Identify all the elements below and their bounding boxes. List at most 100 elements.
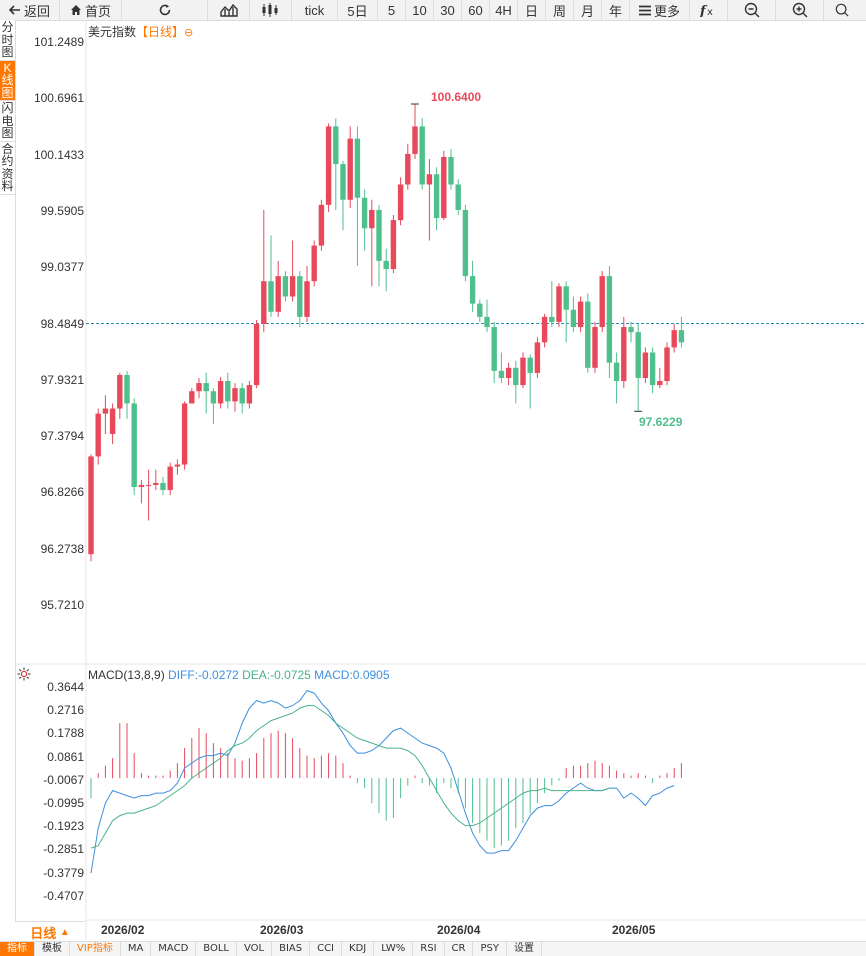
indicator-tab[interactable]: BOLL (196, 942, 237, 956)
indicator-tab[interactable]: MACD (151, 942, 197, 956)
candle-body (275, 276, 281, 312)
price-tick-label: 99.5905 (40, 203, 84, 218)
period-5day[interactable]: 5日 (338, 0, 378, 20)
candle-body (412, 126, 418, 154)
macd-diff-line (90, 690, 675, 874)
candle-body (556, 286, 562, 322)
candle-body (145, 484, 152, 486)
chart-title: 美元指数【日线】⊖ (88, 23, 193, 40)
high-marker-label: 100.6400 (431, 90, 482, 104)
back-button[interactable]: 返回 (0, 0, 60, 20)
back-arrow-icon (8, 5, 20, 15)
candle-body (513, 367, 519, 386)
candle-body (462, 209, 469, 277)
price-tick-label: 96.8266 (40, 485, 84, 500)
period-dropdown-label: 日线 (30, 925, 57, 941)
macd-tick-label: 0.1788 (47, 726, 84, 741)
x-label-mar: 2026/03 (260, 923, 304, 937)
macd-tick-label: -0.4707 (43, 888, 84, 903)
indicator-tab[interactable]: RSI (413, 942, 445, 956)
candle-body (189, 391, 195, 404)
period-month[interactable]: 月 (574, 0, 602, 20)
candle-body (138, 484, 145, 487)
candle-body (282, 276, 289, 297)
more-button[interactable]: 更多 (630, 0, 690, 20)
candle-body (232, 388, 238, 402)
sidebar-item-flash[interactable]: 闪电图 (0, 101, 15, 142)
refresh-button[interactable] (122, 0, 208, 20)
candle-body (426, 174, 433, 185)
home-icon (70, 5, 81, 15)
candle-body (563, 286, 569, 310)
zoom-out-button[interactable] (728, 0, 776, 20)
period-week[interactable]: 周 (546, 0, 574, 20)
candle-body (239, 388, 245, 404)
period-day[interactable]: 日 (518, 0, 546, 20)
candle-body (361, 197, 368, 229)
candle-body (469, 276, 476, 304)
candle-body (671, 330, 677, 348)
indicator-tab[interactable]: 设置 (507, 942, 542, 956)
candle-body (383, 260, 389, 270)
candle-body (628, 327, 634, 333)
macd-tick-label: -0.3779 (43, 865, 84, 880)
chart-type-button[interactable] (208, 0, 250, 20)
collapse-icon[interactable]: ⊖ (184, 27, 194, 39)
candle-body (102, 408, 109, 414)
sun-settings-icon[interactable] (17, 667, 31, 681)
indicator-tab[interactable]: VOL (237, 942, 273, 956)
period-dropdown-button[interactable]: 日线 ▲ (15, 921, 85, 942)
indicator-tab[interactable]: LW% (374, 942, 414, 956)
period-5min[interactable]: 5 (378, 0, 406, 20)
candle-body (210, 391, 217, 404)
candle-body (657, 381, 663, 386)
indicator-tab[interactable]: CCI (310, 942, 343, 956)
period-tick[interactable]: tick (292, 0, 338, 20)
candle-body (405, 153, 411, 185)
period-30min[interactable]: 30 (434, 0, 462, 20)
search-icon (835, 3, 849, 17)
candle-body (325, 126, 332, 205)
candle-body (311, 245, 317, 282)
period-60min[interactable]: 60 (462, 0, 490, 20)
sidebar-item-contract-info[interactable]: 合约资料 (0, 141, 15, 195)
indicator-tab[interactable]: MA (121, 942, 152, 956)
price-tick-label: 97.3794 (40, 429, 84, 444)
price-tick-label: 101.2489 (33, 35, 84, 49)
svg-text:x: x (707, 7, 713, 17)
period-4h[interactable]: 4H (490, 0, 518, 20)
candle-body (196, 383, 202, 392)
indicator-tab[interactable]: BIAS (272, 942, 311, 956)
indicator-tab[interactable]: CR (445, 942, 474, 956)
macd-tick-label: -0.1923 (43, 819, 84, 834)
price-tick-label: 100.6961 (33, 91, 84, 106)
sidebar-item-timeshare[interactable]: 分时图 (0, 20, 15, 61)
indicator-tab[interactable]: KDJ (342, 942, 375, 956)
toolbar: 返回 首页 tick 5日 5 10 30 60 4H 日 周 月 年 更多 f… (0, 0, 866, 21)
x-label-apr: 2026/04 (437, 923, 481, 937)
period-10min[interactable]: 10 (406, 0, 434, 20)
indicator-tab[interactable]: 指标 (0, 942, 35, 956)
caret-up-icon: ▲ (59, 926, 70, 938)
candlestick-icon (262, 3, 277, 17)
candle-style-button[interactable] (250, 0, 292, 20)
candle-body (174, 464, 181, 467)
home-button[interactable]: 首页 (60, 0, 122, 20)
indicator-tab[interactable]: VIP指标 (70, 942, 121, 956)
candle-body (390, 220, 397, 270)
zoom-in-button[interactable] (776, 0, 824, 20)
candle-body (455, 184, 461, 210)
candle-body (253, 324, 260, 386)
price-tick-label: 99.0377 (40, 260, 84, 275)
x-label-feb: 2026/02 (101, 923, 145, 937)
period-year[interactable]: 年 (602, 0, 630, 20)
search-button[interactable] (824, 0, 859, 20)
candle-body (333, 126, 339, 165)
indicator-tab[interactable]: 模板 (35, 942, 70, 956)
sidebar-item-kline[interactable]: K线图 (0, 60, 15, 101)
macd-tick-label: -0.0995 (43, 796, 84, 810)
candle-body (203, 383, 209, 392)
indicator-tab[interactable]: PSY (473, 942, 507, 956)
